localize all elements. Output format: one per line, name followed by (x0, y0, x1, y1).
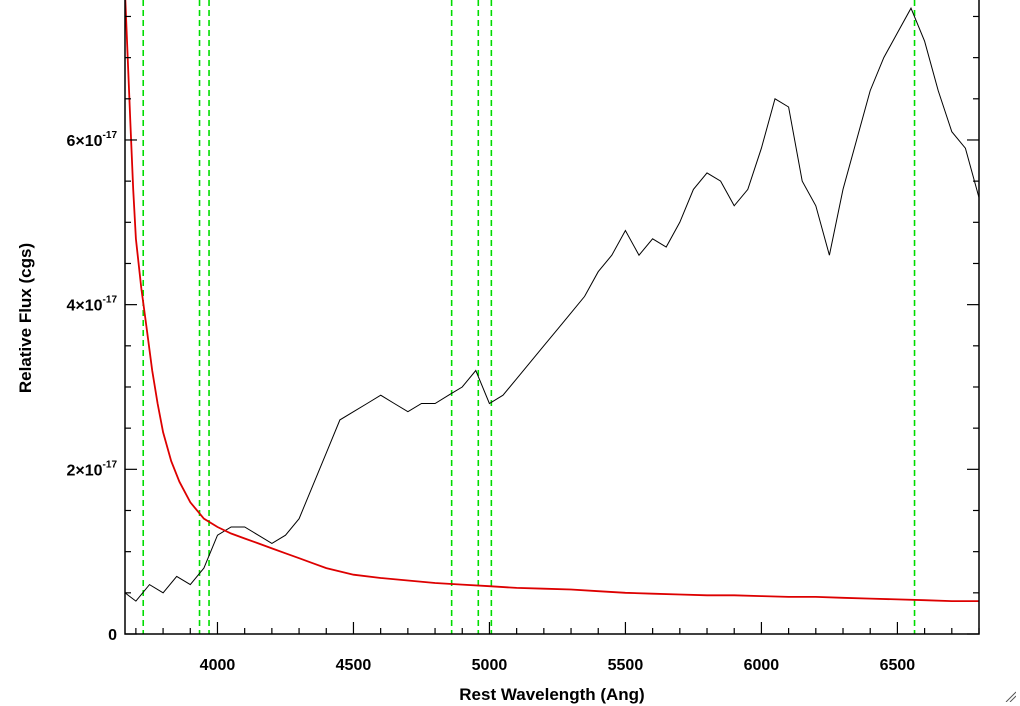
x-tick-label: 5000 (472, 657, 508, 674)
y-tick-label: 6×10-17 (67, 130, 118, 150)
x-tick-label: 5500 (608, 657, 644, 674)
y-tick-label: 0 (108, 627, 117, 644)
plot-frame (124, 0, 980, 635)
series-line-1 (125, 0, 979, 602)
x-tick-label: 6000 (744, 657, 780, 674)
y-tick-label: 2×10-17 (67, 459, 118, 479)
x-tick-label: 4000 (200, 657, 236, 674)
x-axis-label: Rest Wavelength (Ang) (459, 685, 644, 704)
x-tick-label: 4500 (336, 657, 372, 674)
series-line-0 (125, 7, 979, 602)
x-tick-label: 6500 (880, 657, 916, 674)
resize-grip-icon[interactable] (1004, 690, 1016, 702)
y-tick-label: 4×10-17 (67, 295, 118, 315)
y-axis-label: Relative Flux (cgs) (16, 243, 35, 393)
